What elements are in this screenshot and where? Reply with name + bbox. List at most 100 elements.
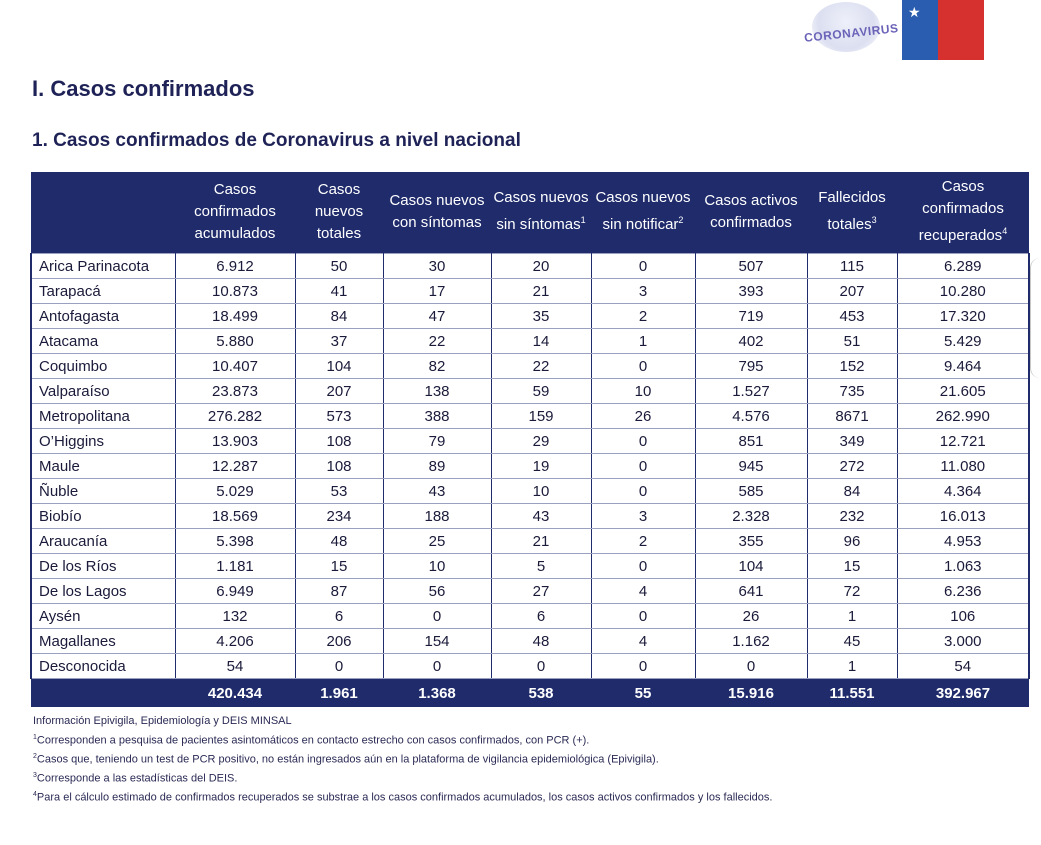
value-cell: 276.282 [174, 403, 296, 429]
value-cell: 6.949 [174, 578, 296, 604]
value-cell: 1 [806, 603, 898, 629]
value-cell: 15 [806, 553, 898, 579]
value-cell: 2.328 [694, 503, 808, 529]
table-row: Arica Parinacota 6.912 50 30 20 0 507 115 6.289 [30, 253, 1030, 279]
table-body: Arica Parinacota 6.912 50 30 20 0 507 115 6.289 T… [30, 253, 1030, 679]
footnote-number: 4 [33, 790, 37, 798]
value-cell: 54 [896, 653, 1030, 679]
table-row: Magallanes 4.206 206 154 48 4 1.162 45 3.000 [30, 628, 1030, 654]
value-cell: 3 [590, 503, 696, 529]
value-cell: 262.990 [896, 403, 1030, 429]
footnote-text: Información Epivigila, Epidemiología y D… [33, 715, 292, 727]
value-cell: 21 [490, 528, 592, 554]
value-cell: 19 [490, 453, 592, 479]
value-cell: 87 [294, 578, 384, 604]
header-logos: CORONAVIRUS ★ [800, 0, 1000, 62]
value-cell: 30 [382, 253, 492, 279]
value-cell: 115 [806, 253, 898, 279]
total-cell: 55 [591, 678, 695, 707]
value-cell: 388 [382, 403, 492, 429]
value-cell: 585 [694, 478, 808, 504]
value-cell: 719 [694, 303, 808, 329]
value-cell: 84 [294, 303, 384, 329]
value-cell: 104 [294, 353, 384, 379]
value-cell: 0 [382, 603, 492, 629]
total-cell: 420.434 [175, 678, 295, 707]
value-cell: 5.429 [896, 328, 1030, 354]
value-cell: 453 [806, 303, 898, 329]
value-cell: 10 [382, 553, 492, 579]
star-icon: ★ [908, 4, 921, 20]
footnote-marker: 1 [580, 215, 586, 225]
column-header: Casos confirmados acumulados [175, 172, 295, 254]
value-cell: 393 [694, 278, 808, 304]
value-cell: 54 [174, 653, 296, 679]
table-row: De los Ríos 1.181 15 10 5 0 104 15 1.063 [30, 553, 1030, 579]
value-cell: 6.289 [896, 253, 1030, 279]
value-cell: 0 [490, 653, 592, 679]
value-cell: 4.576 [694, 403, 808, 429]
value-cell: 12.721 [896, 428, 1030, 454]
column-header-label: Casos nuevos con síntomas [389, 191, 485, 231]
value-cell: 0 [590, 478, 696, 504]
region-cell: Arica Parinacota [30, 253, 176, 279]
footnote: Información Epivigila, Epidemiología y D… [33, 714, 772, 730]
region-cell: O’Higgins [30, 428, 176, 454]
value-cell: 4 [590, 578, 696, 604]
value-cell: 0 [590, 453, 696, 479]
value-cell: 82 [382, 353, 492, 379]
column-header: Casos nuevos sin síntomas1 [491, 172, 591, 254]
value-cell: 272 [806, 453, 898, 479]
value-cell: 5.880 [174, 328, 296, 354]
value-cell: 43 [382, 478, 492, 504]
value-cell: 1.527 [694, 378, 808, 404]
total-cell: 15.916 [695, 678, 807, 707]
footnote: 3Corresponde a las estadísticas del DEIS… [33, 768, 772, 787]
value-cell: 22 [490, 353, 592, 379]
footnote: 2Casos que, teniendo un test de PCR posi… [33, 749, 772, 768]
value-cell: 1 [806, 653, 898, 679]
value-cell: 21 [490, 278, 592, 304]
virus-icon [812, 2, 880, 52]
table-row: Maule 12.287 108 89 19 0 945 272 11.080 [30, 453, 1030, 479]
value-cell: 96 [806, 528, 898, 554]
side-scroll-handle[interactable] [1030, 258, 1041, 378]
value-cell: 25 [382, 528, 492, 554]
value-cell: 41 [294, 278, 384, 304]
value-cell: 10.407 [174, 353, 296, 379]
column-header [31, 172, 175, 254]
value-cell: 1.063 [896, 553, 1030, 579]
value-cell: 79 [382, 428, 492, 454]
value-cell: 20 [490, 253, 592, 279]
value-cell: 56 [382, 578, 492, 604]
region-cell: Coquimbo [30, 353, 176, 379]
total-cell: 1.961 [295, 678, 383, 707]
value-cell: 573 [294, 403, 384, 429]
value-cell: 47 [382, 303, 492, 329]
value-cell: 641 [694, 578, 808, 604]
column-header-label: Casos nuevos totales [314, 180, 364, 242]
value-cell: 1 [590, 328, 696, 354]
table-row: Coquimbo 10.407 104 82 22 0 795 152 9.464 [30, 353, 1030, 379]
footnote-number: 3 [33, 771, 37, 779]
value-cell: 945 [694, 453, 808, 479]
table-row: Metropolitana 276.282 573 388 159 26 4.576 8671… [30, 403, 1030, 429]
value-cell: 159 [490, 403, 592, 429]
footnote: 1Corresponden a pesquisa de pacientes as… [33, 730, 772, 749]
value-cell: 0 [590, 653, 696, 679]
region-cell: Metropolitana [30, 403, 176, 429]
footnote-number: 1 [33, 733, 37, 741]
column-header-label: Casos confirmados acumulados [194, 180, 276, 242]
table-row: Aysén 132 6 0 6 0 26 1 106 [30, 603, 1030, 629]
region-cell: Atacama [30, 328, 176, 354]
region-cell: Aysén [30, 603, 176, 629]
footnote-number: 2 [33, 752, 37, 760]
value-cell: 6.912 [174, 253, 296, 279]
value-cell: 3.000 [896, 628, 1030, 654]
value-cell: 0 [590, 353, 696, 379]
value-cell: 138 [382, 378, 492, 404]
value-cell: 21.605 [896, 378, 1030, 404]
table-row: Antofagasta 18.499 84 47 35 2 719 453 17.320 [30, 303, 1030, 329]
value-cell: 206 [294, 628, 384, 654]
cases-table-container: Casos confirmados acumulados Casos nuevos… [30, 172, 1030, 707]
